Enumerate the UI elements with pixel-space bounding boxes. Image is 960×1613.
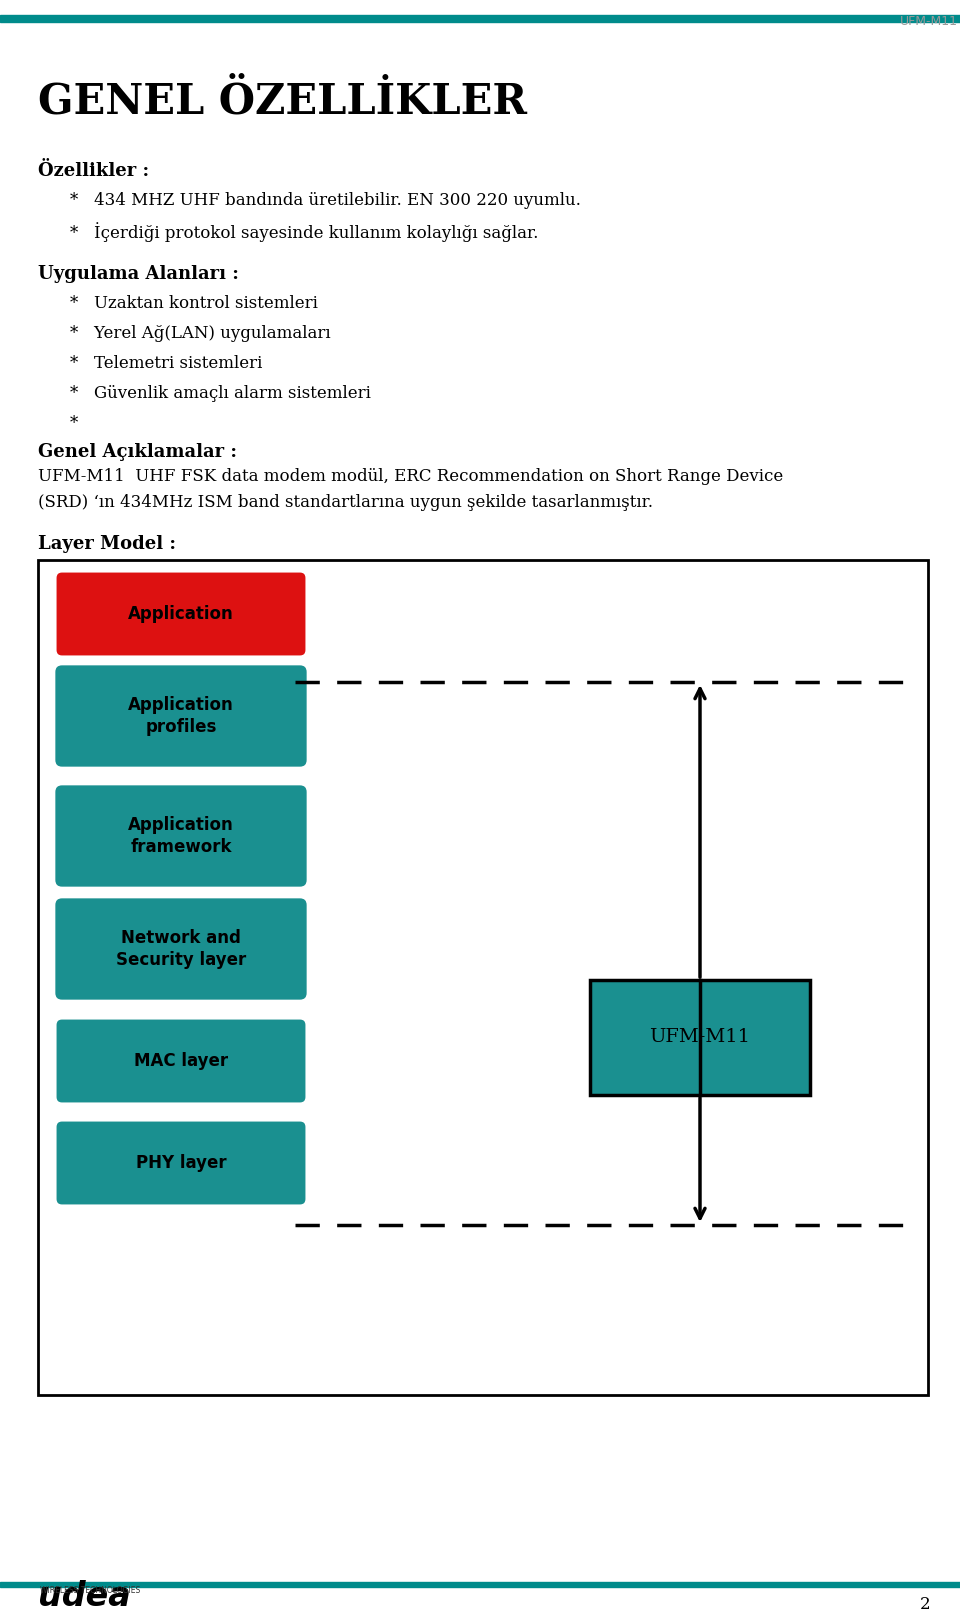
FancyBboxPatch shape: [57, 573, 305, 655]
Text: GENEL ÖZELLİKLER: GENEL ÖZELLİKLER: [38, 81, 527, 123]
Text: Network and
Security layer: Network and Security layer: [116, 929, 246, 969]
Bar: [38, 560, 928, 1395]
FancyBboxPatch shape: [56, 665, 306, 766]
Text: udea: udea: [38, 1581, 131, 1613]
Text: Layer Model :: Layer Model :: [38, 536, 176, 553]
Text: *   Yerel Ağ(LAN) uygulamaları: * Yerel Ağ(LAN) uygulamaları: [70, 324, 330, 342]
Text: UFM-M11: UFM-M11: [650, 1029, 751, 1047]
Text: *   Telemetri sistemleri: * Telemetri sistemleri: [70, 355, 262, 373]
Text: *: *: [70, 415, 79, 432]
Text: *   Uzaktan kontrol sistemleri: * Uzaktan kontrol sistemleri: [70, 295, 318, 311]
Text: Özellikler :: Özellikler :: [38, 161, 149, 181]
Text: (SRD) ‘ın 434MHz ISM band standartlarına uygun şekilde tasarlanmıştır.: (SRD) ‘ın 434MHz ISM band standartlarına…: [38, 494, 653, 511]
Text: WIRELESS TECHNOLOGIES: WIRELESS TECHNOLOGIES: [40, 1586, 140, 1595]
Bar: [0, 1582, 960, 1587]
Bar: [0, 15, 960, 23]
Text: *   Güvenlik amaçlı alarm sistemleri: * Güvenlik amaçlı alarm sistemleri: [70, 386, 371, 402]
Text: PHY layer: PHY layer: [135, 1153, 227, 1173]
Bar: [590, 981, 810, 1095]
Text: Genel Açıklamalar :: Genel Açıklamalar :: [38, 444, 237, 461]
Text: Application: Application: [128, 605, 234, 623]
FancyBboxPatch shape: [57, 1121, 305, 1205]
Text: UFM-M11  UHF FSK data modem modül, ERC Recommendation on Short Range Device: UFM-M11 UHF FSK data modem modül, ERC Re…: [38, 468, 783, 486]
Text: Uygulama Alanları :: Uygulama Alanları :: [38, 265, 239, 282]
Text: 2: 2: [920, 1595, 930, 1613]
FancyBboxPatch shape: [57, 1019, 305, 1102]
Text: MAC layer: MAC layer: [134, 1052, 228, 1069]
FancyBboxPatch shape: [56, 898, 306, 1000]
Text: *   İçerdiği protokol sayesinde kullanım kolaylığı sağlar.: * İçerdiği protokol sayesinde kullanım k…: [70, 223, 539, 242]
FancyBboxPatch shape: [56, 786, 306, 887]
Text: *   434 MHZ UHF bandında üretilebilir. EN 300 220 uyumlu.: * 434 MHZ UHF bandında üretilebilir. EN …: [70, 192, 581, 210]
Text: Application
profiles: Application profiles: [128, 695, 234, 736]
Text: UFM-M11: UFM-M11: [900, 15, 958, 27]
Text: Application
framework: Application framework: [128, 816, 234, 857]
